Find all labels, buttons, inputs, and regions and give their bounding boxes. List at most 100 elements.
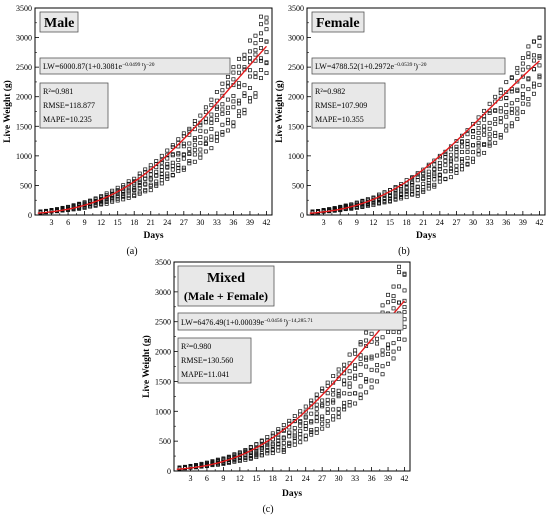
data-point [203,136,208,141]
data-point [303,420,308,425]
data-point [253,71,258,76]
data-point [198,123,203,128]
data-point [421,176,426,180]
data-point [292,419,297,423]
data-point [415,184,420,189]
data-point [248,444,253,449]
data-point [253,91,258,96]
data-point [259,58,263,63]
data-point [181,144,186,149]
data-point [220,107,225,112]
data-point [242,65,247,70]
data-point [426,183,431,188]
x-tick-label: 27 [452,218,460,227]
data-point [504,90,509,94]
data-point [154,159,159,164]
data-point [531,53,536,58]
x-tick-label: 18 [130,218,138,227]
data-point [115,185,120,190]
data-point [520,91,525,96]
data-point [426,169,431,174]
data-point [264,27,269,32]
data-point [331,388,336,393]
data-point [487,126,492,131]
data-point [115,193,120,198]
data-point [165,174,170,179]
y-axis-label: Live Weight (g) [141,335,152,398]
data-point [259,453,264,458]
x-tick-label: 15 [386,218,394,227]
data-point [198,113,203,118]
data-point [476,143,481,148]
data-point [382,196,387,201]
data-point [391,294,396,299]
data-point [220,88,225,93]
data-point [509,89,514,94]
data-point [347,369,352,374]
data-point [181,165,186,170]
data-point [159,174,164,179]
data-point [181,156,186,161]
y-tick-label: 1000 [16,152,32,161]
data-point [498,106,503,111]
data-point [159,172,164,177]
data-point [165,164,170,169]
data-point [132,186,137,191]
data-point [303,433,308,438]
y-tick-label: 1500 [16,122,32,131]
data-point [498,132,503,137]
data-point [415,193,420,198]
x-tick-label: 42 [401,474,409,483]
data-point [358,392,363,397]
data-point [309,411,314,416]
data-point [264,20,269,25]
data-point [399,192,404,197]
data-point [187,146,192,151]
data-point [465,128,470,133]
data-point [388,193,392,198]
data-point [410,186,415,191]
data-point [209,121,214,125]
data-point [187,126,192,131]
data-point [364,344,369,348]
data-point [391,299,396,303]
data-point [137,185,142,190]
data-point [264,50,269,55]
fit-statistic: RMSE=130.560 [181,356,233,365]
data-point [231,124,236,129]
data-point [226,454,231,459]
data-point [460,133,464,138]
data-point [353,363,358,368]
data-point [242,56,247,61]
equation-exponent: −0.0539 t [394,62,416,68]
y-tick-label: 2500 [288,63,304,72]
data-point [520,56,525,60]
data-point [437,172,442,177]
data-point [504,103,509,108]
x-tick-label: 24 [436,218,444,227]
data-point [336,406,341,411]
data-point [369,378,374,383]
data-point [314,411,319,416]
data-point [181,141,186,146]
data-point [309,398,314,403]
x-tick-label: 42 [262,218,270,227]
x-axis-label: Days [143,231,163,241]
data-point [465,132,470,137]
data-point [320,386,325,391]
x-tick-label: 12 [369,218,377,227]
data-point [386,352,390,357]
scatter-series [310,35,542,215]
data-point [380,372,385,377]
data-point [342,404,347,409]
data-point [137,179,142,184]
data-point [220,122,225,127]
data-point [460,150,464,154]
chart-title: Female [316,16,360,31]
data-point [482,108,487,113]
data-point [397,270,401,275]
data-point [221,456,226,461]
data-point [287,440,292,445]
data-point [342,400,347,405]
data-point [220,111,225,116]
